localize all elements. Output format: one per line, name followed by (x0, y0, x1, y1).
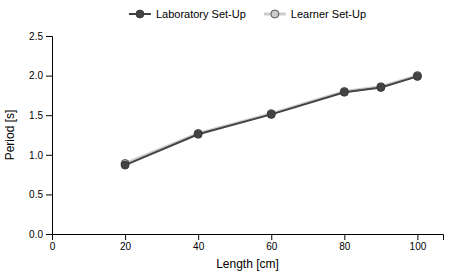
legend-label: Learner Set-Up (291, 8, 366, 20)
tick: 0.5 (29, 189, 52, 200)
tick: 0.0 (29, 229, 52, 240)
tick: 2.5 (29, 31, 52, 42)
y-axis: 0.0 0.5 1.0 1.5 2.0 2.5 (29, 31, 52, 240)
point (340, 88, 348, 96)
tick: 0 (50, 234, 56, 252)
tick: 2.0 (29, 70, 52, 81)
axis-line (53, 235, 444, 241)
point (413, 72, 421, 80)
marks (121, 72, 421, 169)
line (125, 76, 417, 165)
x-axis: 0 20 40 60 80 100 (50, 234, 444, 252)
point (413, 72, 421, 80)
legend-item: Learner Set-Up (264, 8, 366, 20)
tick-label: 100 (410, 241, 427, 252)
chart: 0 20 40 60 80 100 0.0 0.5 1.0 1.5 2.0 2.5 Length [cm… (0, 0, 459, 276)
tick: 80 (339, 234, 351, 252)
point (194, 130, 202, 138)
legend-marker (271, 10, 279, 18)
point (121, 161, 129, 169)
tick-mark (198, 234, 199, 240)
legend-item: Laboratory Set-Up (129, 8, 246, 20)
tick: 1.5 (29, 110, 52, 121)
tick-label: 2.0 (29, 70, 43, 81)
point (267, 110, 275, 118)
tick-mark (46, 115, 52, 116)
tick-label: 80 (339, 241, 351, 252)
tick: 20 (120, 234, 132, 252)
y-axis-title: Period [s] (3, 110, 17, 161)
x-axis-title: Length [cm] (216, 257, 279, 271)
tick-mark (344, 234, 345, 240)
tick-mark (417, 234, 418, 240)
tick-label: 60 (266, 241, 278, 252)
tick: 40 (193, 234, 205, 252)
legend-label: Laboratory Set-Up (156, 8, 246, 20)
point (340, 87, 348, 95)
tick-label: 0.0 (29, 229, 43, 240)
tick: 60 (266, 234, 278, 252)
series (121, 72, 421, 168)
legend-marker (136, 10, 144, 18)
tick: 1.0 (29, 150, 52, 161)
tick-mark (125, 234, 126, 240)
tick-label: 0 (50, 241, 56, 252)
tick-mark (46, 76, 52, 77)
point (194, 129, 202, 137)
tick-mark (46, 194, 52, 195)
tick-mark (271, 234, 272, 240)
point (267, 110, 275, 118)
tick-label: 20 (120, 241, 132, 252)
tick-mark (46, 36, 52, 37)
tick-mark (46, 155, 52, 156)
tick-label: 2.5 (29, 31, 43, 42)
legend: Laboratory Set-Up Learner Set-Up (129, 8, 366, 20)
point (377, 83, 385, 91)
point (377, 83, 385, 91)
tick-label: 40 (193, 241, 205, 252)
axis-line (46, 37, 53, 235)
plot: 0 20 40 60 80 100 0.0 0.5 1.0 1.5 2.0 2.5 Length [cm… (3, 31, 444, 271)
tick-label: 0.5 (29, 189, 43, 200)
tick-label: 1.5 (29, 110, 43, 121)
tick-mark (46, 234, 52, 235)
series (121, 72, 421, 169)
tick: 100 (410, 234, 427, 252)
tick-label: 1.0 (29, 150, 43, 161)
